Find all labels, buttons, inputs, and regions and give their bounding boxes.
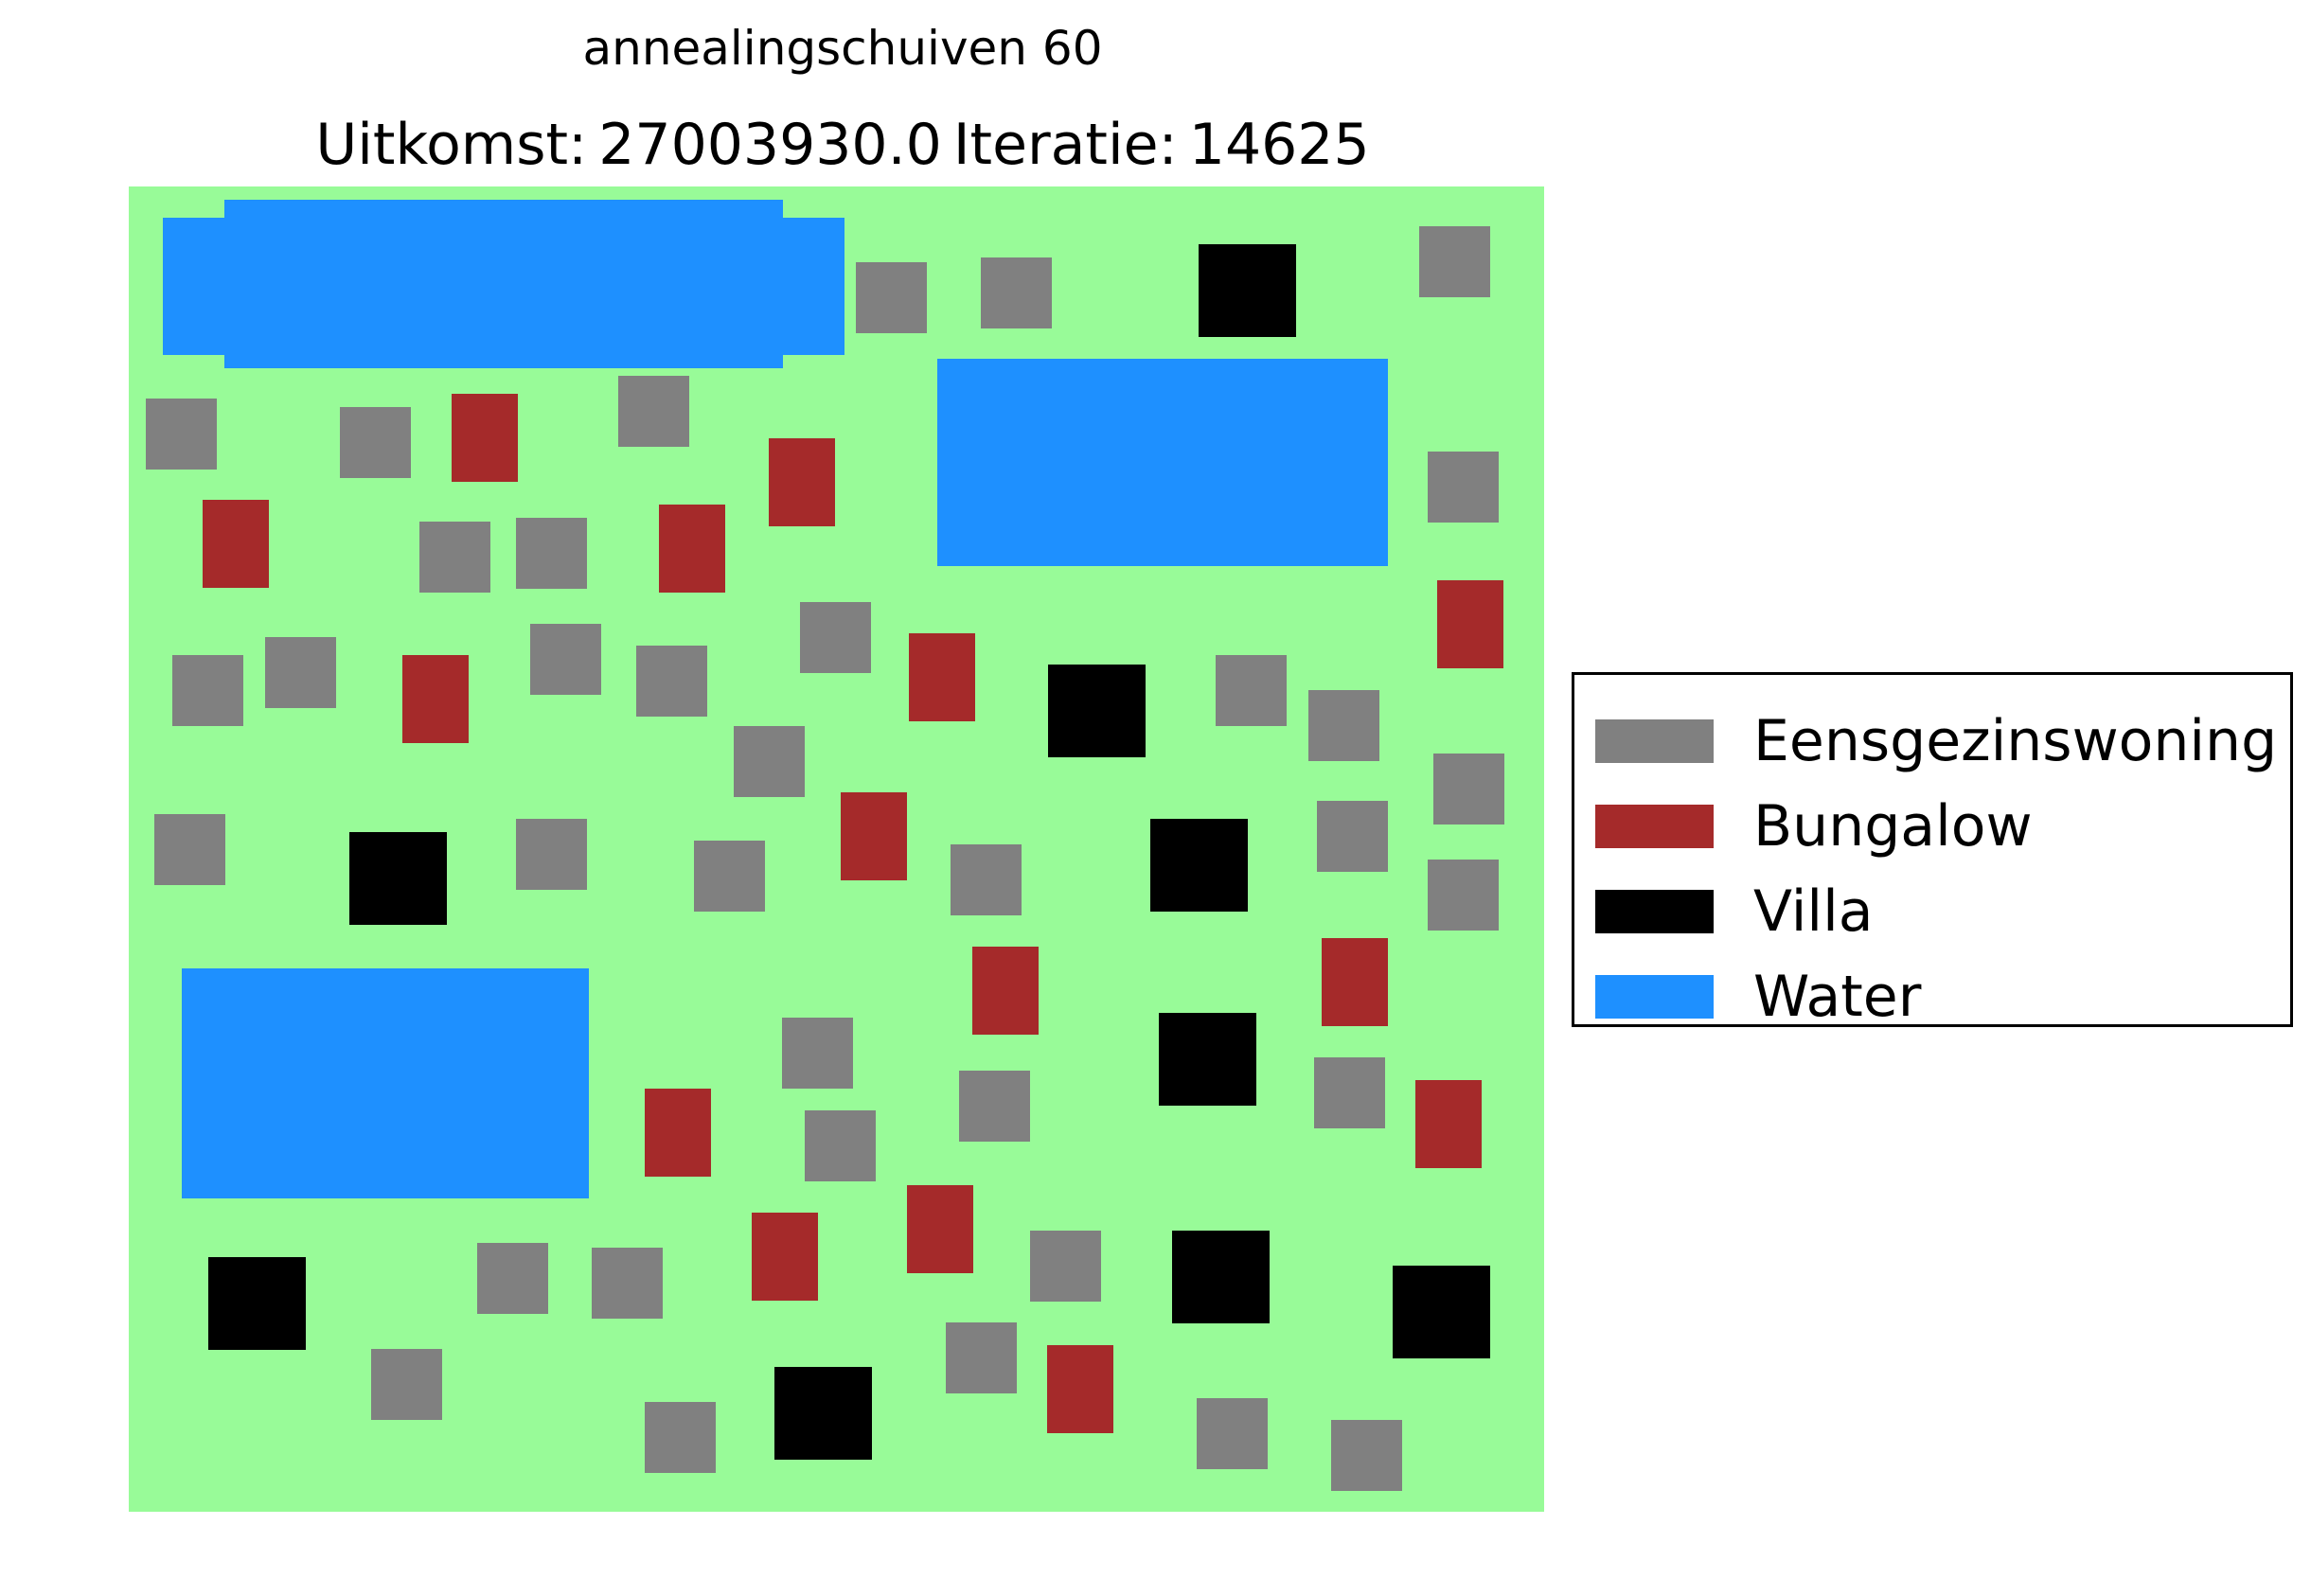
bungalow: [452, 394, 518, 482]
legend-item-water: Water: [1595, 959, 1921, 1035]
villa: [1393, 1266, 1490, 1358]
legend-label-water: Water: [1753, 964, 1922, 1030]
eengezinswoning: [636, 646, 707, 717]
eengezinswoning: [1314, 1057, 1385, 1128]
eengezinswoning: [694, 841, 765, 912]
eengezinswoning: [1308, 690, 1379, 761]
eengezinswoning: [951, 844, 1022, 915]
eengezinswoning: [1030, 1231, 1101, 1302]
eengezinswoning: [805, 1110, 876, 1181]
bungalow: [1322, 938, 1388, 1026]
villa: [349, 832, 447, 925]
eengezinswoning: [1428, 452, 1499, 523]
bungalow: [752, 1213, 818, 1301]
iteration-value: 14625: [1188, 112, 1370, 178]
eengezinswoning: [618, 376, 689, 447]
legend-label-eengezinswoning: Eensgezinswoning: [1753, 708, 2278, 774]
eengezinswoning: [645, 1402, 716, 1473]
eengezinswoning: [477, 1243, 548, 1314]
eengezinswoning: [959, 1071, 1030, 1142]
eengezinswoning: [371, 1349, 442, 1420]
eengezinswoning: [1331, 1420, 1402, 1491]
eengezinswoning: [981, 257, 1052, 328]
eengezinswoning: [265, 637, 336, 708]
eengezinswoning: [782, 1018, 853, 1089]
villa: [774, 1367, 872, 1460]
bungalow: [769, 438, 835, 526]
villa: [1159, 1013, 1256, 1106]
eengezinswoning: [419, 522, 490, 593]
eengezinswoning: [800, 602, 871, 673]
eengezinswoning: [1419, 226, 1490, 297]
bungalow: [907, 1185, 973, 1273]
water-body: [224, 200, 783, 368]
water-body: [182, 968, 589, 1198]
water-body: [937, 359, 1388, 566]
figure-title: Uitkomst: 27003930.0 Iteratie: 14625: [0, 112, 1685, 178]
figure-suptitle: annealingschuiven 60: [582, 21, 1103, 76]
legend-swatch-villa: [1595, 890, 1714, 933]
villa: [1199, 244, 1296, 337]
bungalow: [645, 1089, 711, 1177]
bungalow: [1437, 580, 1503, 668]
legend: Eensgezinswoning Bungalow Villa Water: [1572, 672, 2293, 1027]
bungalow: [1415, 1080, 1482, 1168]
eengezinswoning: [592, 1248, 663, 1319]
eengezinswoning: [1216, 655, 1287, 726]
legend-swatch-bungalow: [1595, 805, 1714, 848]
score-label: Uitkomst:: [315, 112, 588, 178]
score-value: 27003930.0: [598, 112, 942, 178]
eengezinswoning: [146, 399, 217, 470]
eengezinswoning: [340, 407, 411, 478]
bungalow: [909, 633, 975, 721]
eengezinswoning: [154, 814, 225, 885]
legend-item-bungalow: Bungalow: [1595, 789, 2033, 864]
eengezinswoning: [1317, 801, 1388, 872]
eengezinswoning: [172, 655, 243, 726]
legend-label-villa: Villa: [1753, 878, 1874, 945]
villa: [1172, 1231, 1270, 1323]
legend-swatch-water: [1595, 975, 1714, 1019]
eengezinswoning: [1433, 754, 1504, 825]
villa: [208, 1257, 306, 1350]
villa: [1048, 665, 1146, 757]
eengezinswoning: [734, 726, 805, 797]
legend-item-eengezinswoning: Eensgezinswoning: [1595, 703, 2277, 779]
bungalow: [402, 655, 469, 743]
eengezinswoning: [530, 624, 601, 695]
eengezinswoning: [516, 518, 587, 589]
eengezinswoning: [856, 262, 927, 333]
villa: [1150, 819, 1248, 912]
bungalow: [659, 505, 725, 593]
bungalow: [1047, 1345, 1113, 1433]
bungalow: [841, 792, 907, 880]
eengezinswoning: [516, 819, 587, 890]
eengezinswoning: [1428, 860, 1499, 931]
eengezinswoning: [1197, 1398, 1268, 1469]
legend-item-villa: Villa: [1595, 874, 1874, 949]
eengezinswoning: [946, 1322, 1017, 1393]
legend-swatch-eengezinswoning: [1595, 719, 1714, 763]
legend-label-bungalow: Bungalow: [1753, 793, 2033, 860]
iteration-label: Iteratie:: [952, 112, 1178, 178]
bungalow: [203, 500, 269, 588]
bungalow: [972, 947, 1039, 1035]
